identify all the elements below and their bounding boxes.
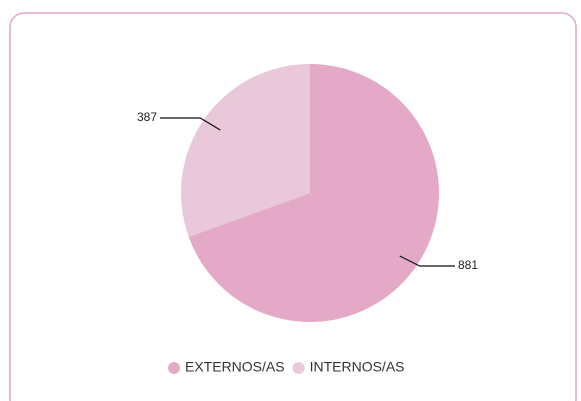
leader-line [399,255,455,267]
legend-label: INTERNOS/AS [310,359,405,375]
pie-slice [180,64,310,237]
pie: 881 387 [137,64,478,322]
pie-slice [188,64,439,322]
data-label: 881 [458,258,478,272]
legend-label: EXTERNOS/AS [185,359,285,375]
legend-swatch [292,362,305,374]
data-label: 387 [137,110,157,124]
legend-swatch [168,362,180,374]
leader-line [160,117,221,131]
legend: EXTERNOS/AS INTERNOS/AS [168,359,405,375]
